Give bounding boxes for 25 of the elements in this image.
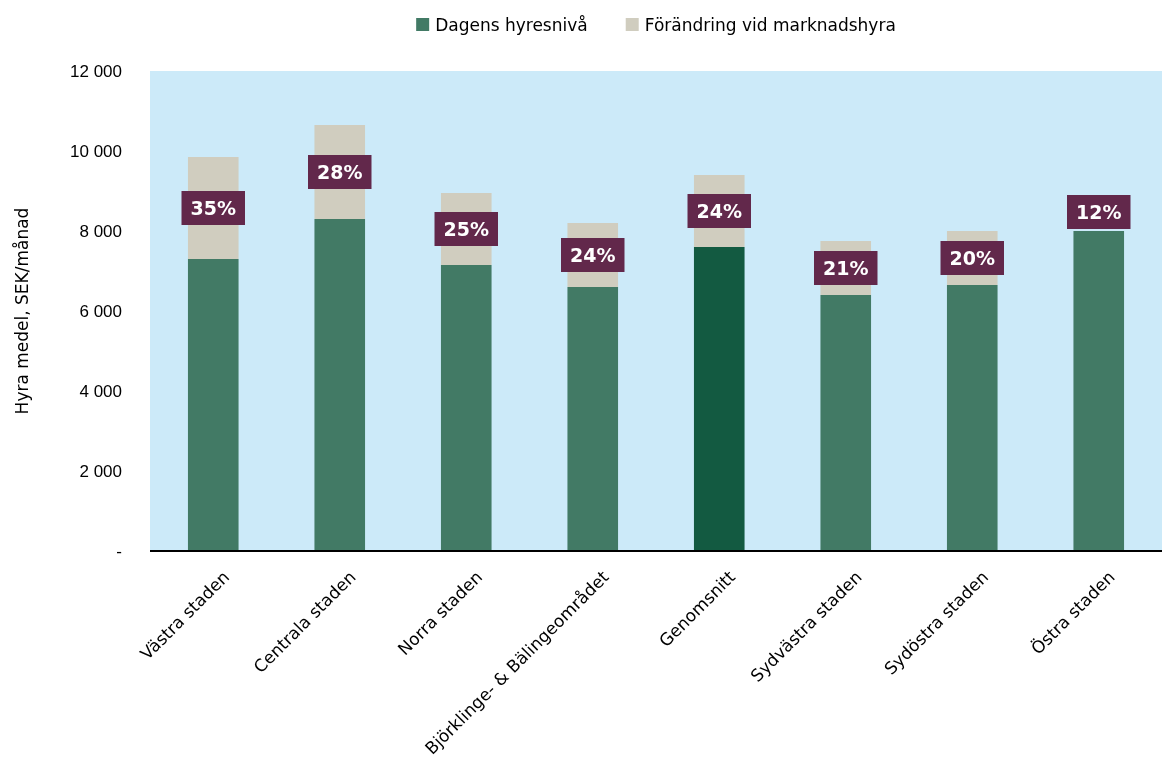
annotation: 35%: [190, 197, 236, 219]
y-tick-label: 12 000: [70, 61, 122, 81]
annotation: 25%: [443, 218, 489, 240]
bar: [693, 247, 745, 551]
y-tick-label: -: [116, 541, 122, 561]
y-tick-label: 4 000: [79, 381, 122, 401]
annotation: 12%: [1076, 201, 1122, 223]
bar: [187, 259, 239, 551]
annotation: 24%: [570, 244, 616, 266]
bar: [946, 285, 998, 551]
annotation: 21%: [823, 257, 869, 279]
y-tick-label: 8 000: [79, 221, 122, 241]
y-tick-label: 2 000: [79, 461, 122, 481]
y-tick-label: 10 000: [70, 141, 122, 161]
bar: [820, 295, 872, 551]
legend-label: Dagens hyresnivå: [435, 15, 588, 35]
bar: [440, 265, 492, 551]
y-axis-title: Hyra medel, SEK/månad: [12, 207, 32, 415]
annotation: 24%: [696, 200, 742, 222]
annotation: 20%: [949, 247, 995, 269]
bar: [567, 287, 619, 551]
y-tick-label: 6 000: [79, 301, 122, 321]
legend-label: Förändring vid marknadshyra: [644, 15, 896, 35]
bar: [314, 219, 366, 551]
annotation: 28%: [317, 161, 363, 183]
